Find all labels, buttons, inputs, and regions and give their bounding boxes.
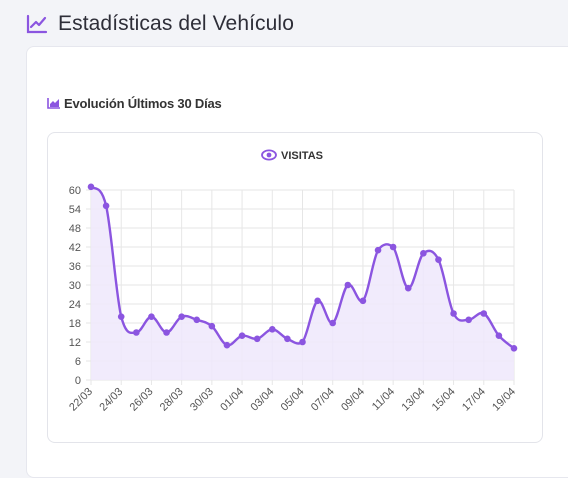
y-tick-label: 60	[69, 185, 81, 197]
visits-area	[91, 186, 514, 380]
data-point[interactable]	[404, 284, 412, 292]
data-point[interactable]	[359, 297, 367, 305]
x-tick-label: 17/04	[460, 386, 488, 414]
y-tick-label: 12	[69, 337, 81, 349]
line-chart-icon	[26, 14, 48, 34]
data-point[interactable]	[314, 297, 321, 305]
data-point[interactable]	[253, 335, 261, 343]
data-point[interactable]	[208, 322, 216, 330]
y-tick-label: 54	[69, 204, 81, 216]
y-axis-ticks: 0 6 12 18 24 30 36 42 48 54 60	[69, 185, 81, 387]
data-point[interactable]	[117, 313, 125, 320]
x-tick-label: 22/03	[67, 386, 95, 414]
y-tick-label: 6	[75, 356, 81, 368]
visits-points	[87, 183, 518, 352]
x-tick-label: 03/04	[248, 386, 276, 414]
data-point[interactable]	[480, 310, 488, 317]
data-point[interactable]	[193, 316, 201, 324]
y-tick-label: 24	[69, 299, 81, 311]
data-point[interactable]	[495, 332, 503, 339]
visits-chart: 0 6 12 18 24 30 36 42 48 54 60 22/03 24/03 26/03 28/0…	[67, 149, 518, 414]
page-header: Estadísticas del Vehículo	[26, 10, 294, 38]
data-point[interactable]	[163, 329, 170, 336]
data-point[interactable]	[133, 329, 140, 336]
data-point[interactable]	[510, 345, 518, 352]
data-point[interactable]	[148, 313, 155, 320]
chart-legend[interactable]: VISITAS	[261, 149, 323, 162]
x-tick-label: 05/04	[279, 386, 307, 414]
data-point[interactable]	[374, 246, 382, 254]
data-point[interactable]	[450, 310, 457, 317]
data-point[interactable]	[268, 326, 276, 333]
data-point[interactable]	[465, 316, 472, 324]
y-tick-label: 36	[69, 261, 81, 273]
y-tick-label: 0	[75, 375, 81, 387]
x-tick-label: 09/04	[339, 386, 367, 414]
y-tick-label: 30	[69, 280, 81, 292]
legend-label: VISITAS	[281, 150, 323, 162]
data-point[interactable]	[420, 250, 427, 257]
data-point[interactable]	[329, 319, 337, 327]
y-tick-label: 18	[69, 318, 81, 330]
y-tick-label: 42	[69, 242, 81, 254]
data-point[interactable]	[223, 341, 231, 349]
data-point[interactable]	[344, 281, 352, 289]
section-title: Evolución Últimos 30 Días	[47, 95, 222, 111]
x-tick-label: 01/04	[218, 386, 246, 414]
x-tick-label: 28/03	[158, 386, 186, 414]
x-tick-label: 26/03	[128, 386, 156, 414]
x-tick-label: 11/04	[370, 386, 397, 413]
x-tick-label: 30/03	[188, 386, 216, 414]
section-label: Evolución Últimos 30 Días	[64, 95, 222, 111]
x-tick-label: 15/04	[430, 386, 458, 414]
x-tick-label: 07/04	[309, 386, 337, 414]
x-tick-label: 13/04	[400, 386, 428, 414]
x-tick-label: 19/04	[490, 386, 518, 414]
x-tick-label: 24/03	[97, 386, 125, 414]
data-point[interactable]	[87, 183, 95, 191]
x-axis-ticks: 22/03 24/03 26/03 28/03 30/03 01/04 03/04 05/04…	[67, 386, 518, 414]
data-point[interactable]	[435, 256, 442, 263]
eye-icon	[261, 149, 277, 161]
page-title: Estadísticas del Vehículo	[58, 12, 294, 35]
y-tick-label: 48	[69, 223, 81, 235]
data-point[interactable]	[389, 243, 397, 251]
chart-container: 0 6 12 18 24 30 36 42 48 54 60 22/03 24/03 26/03 28/0…	[47, 132, 543, 443]
area-chart-icon	[47, 97, 61, 109]
data-point[interactable]	[284, 335, 291, 343]
data-point[interactable]	[238, 332, 246, 339]
data-point[interactable]	[102, 202, 110, 210]
data-point[interactable]	[178, 313, 185, 320]
data-point[interactable]	[299, 338, 306, 346]
